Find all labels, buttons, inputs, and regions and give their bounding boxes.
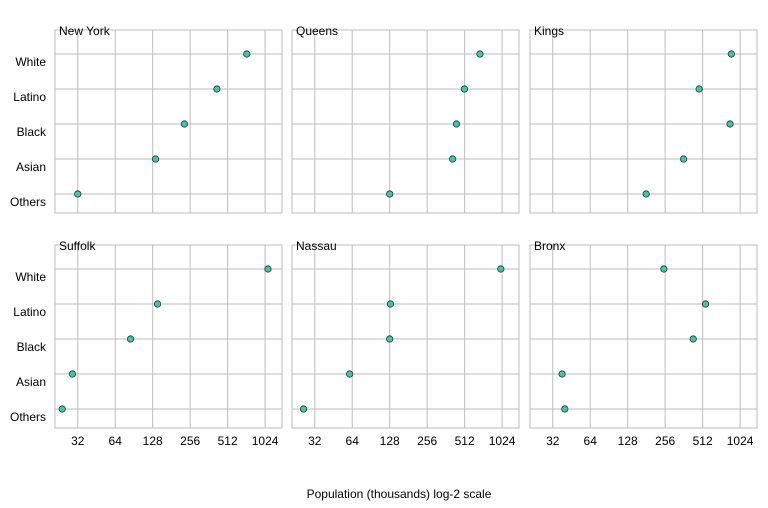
panel-border [54,244,283,429]
x-tick-label: 32 [546,434,560,448]
data-point [264,265,272,273]
data-point [558,370,566,378]
x-tick-label: 256 [417,434,437,448]
data-point [642,190,650,198]
panel-title: Suffolk [59,239,96,253]
data-point [701,300,710,308]
panel-border [54,29,283,214]
x-tick-label: 32 [71,434,85,448]
data-point [74,190,82,198]
x-tick-label: 512 [693,434,713,448]
data-point [497,265,505,273]
panel-border [529,244,758,429]
y-tick-label: Black [17,125,47,139]
y-tick-label: White [15,55,46,69]
panel-title: Nassau [296,239,337,253]
y-tick-label: Others [10,410,46,424]
data-point [68,370,77,378]
y-tick-label: Asian [16,375,46,389]
data-point [727,50,735,58]
y-tick-label: Asian [16,160,46,174]
panel: Queens [291,24,520,214]
data-point [213,85,221,93]
x-tick-label: 1024 [727,434,754,448]
y-tick-label: Latino [13,90,46,104]
data-point [151,155,160,163]
data-point [476,50,484,58]
x-tick-label: 64 [346,434,360,448]
data-point [180,120,188,128]
data-point [299,405,308,413]
data-point [126,335,135,343]
panel-title: Bronx [534,239,565,253]
data-point [561,405,569,413]
x-tick-label: 128 [618,434,638,448]
panel: Bronx 32 64 128 256 512 1024 [529,239,758,448]
panel: New York White Latino Black Asian Others [10,24,283,214]
data-point [386,190,394,198]
data-point [460,85,469,93]
data-point [679,155,688,163]
x-tick-label: 256 [180,434,200,448]
y-tick-label: Others [10,195,46,209]
y-tick-label: Latino [13,305,46,319]
panel: Kings [529,24,758,214]
x-tick-label: 512 [218,434,238,448]
data-point [695,85,703,93]
panel-border [291,29,520,214]
data-point [386,300,395,308]
x-tick-label: 1024 [489,434,516,448]
data-point [386,335,394,343]
data-point [346,370,354,378]
data-point [243,50,251,58]
data-point [449,155,457,163]
x-tick-label: 512 [455,434,475,448]
panel: Suffolk White Latino Black Asian Others 32 64 12… [10,239,283,448]
data-point [452,120,461,128]
x-tick-label: 32 [308,434,322,448]
x-tick-label: 1024 [252,434,279,448]
panel-title: New York [59,24,111,38]
data-point [689,335,697,343]
x-axis-label: Population (thousands) log-2 scale [307,487,492,501]
panel: Nassau 32 64 128 256 512 1024 [291,239,520,448]
data-point [58,405,66,413]
x-tick-label: 128 [380,434,400,448]
data-point [153,300,162,308]
panel-border [291,244,520,429]
x-tick-label: 128 [143,434,163,448]
panel-title: Kings [534,24,564,38]
data-point [660,265,668,273]
panel-border [529,29,758,214]
x-tick-label: 64 [109,434,123,448]
x-tick-label: 64 [584,434,598,448]
x-tick-label: 256 [655,434,675,448]
y-tick-label: Black [17,340,47,354]
y-tick-label: White [15,270,46,284]
panel-title: Queens [296,24,338,38]
data-point [726,120,734,128]
